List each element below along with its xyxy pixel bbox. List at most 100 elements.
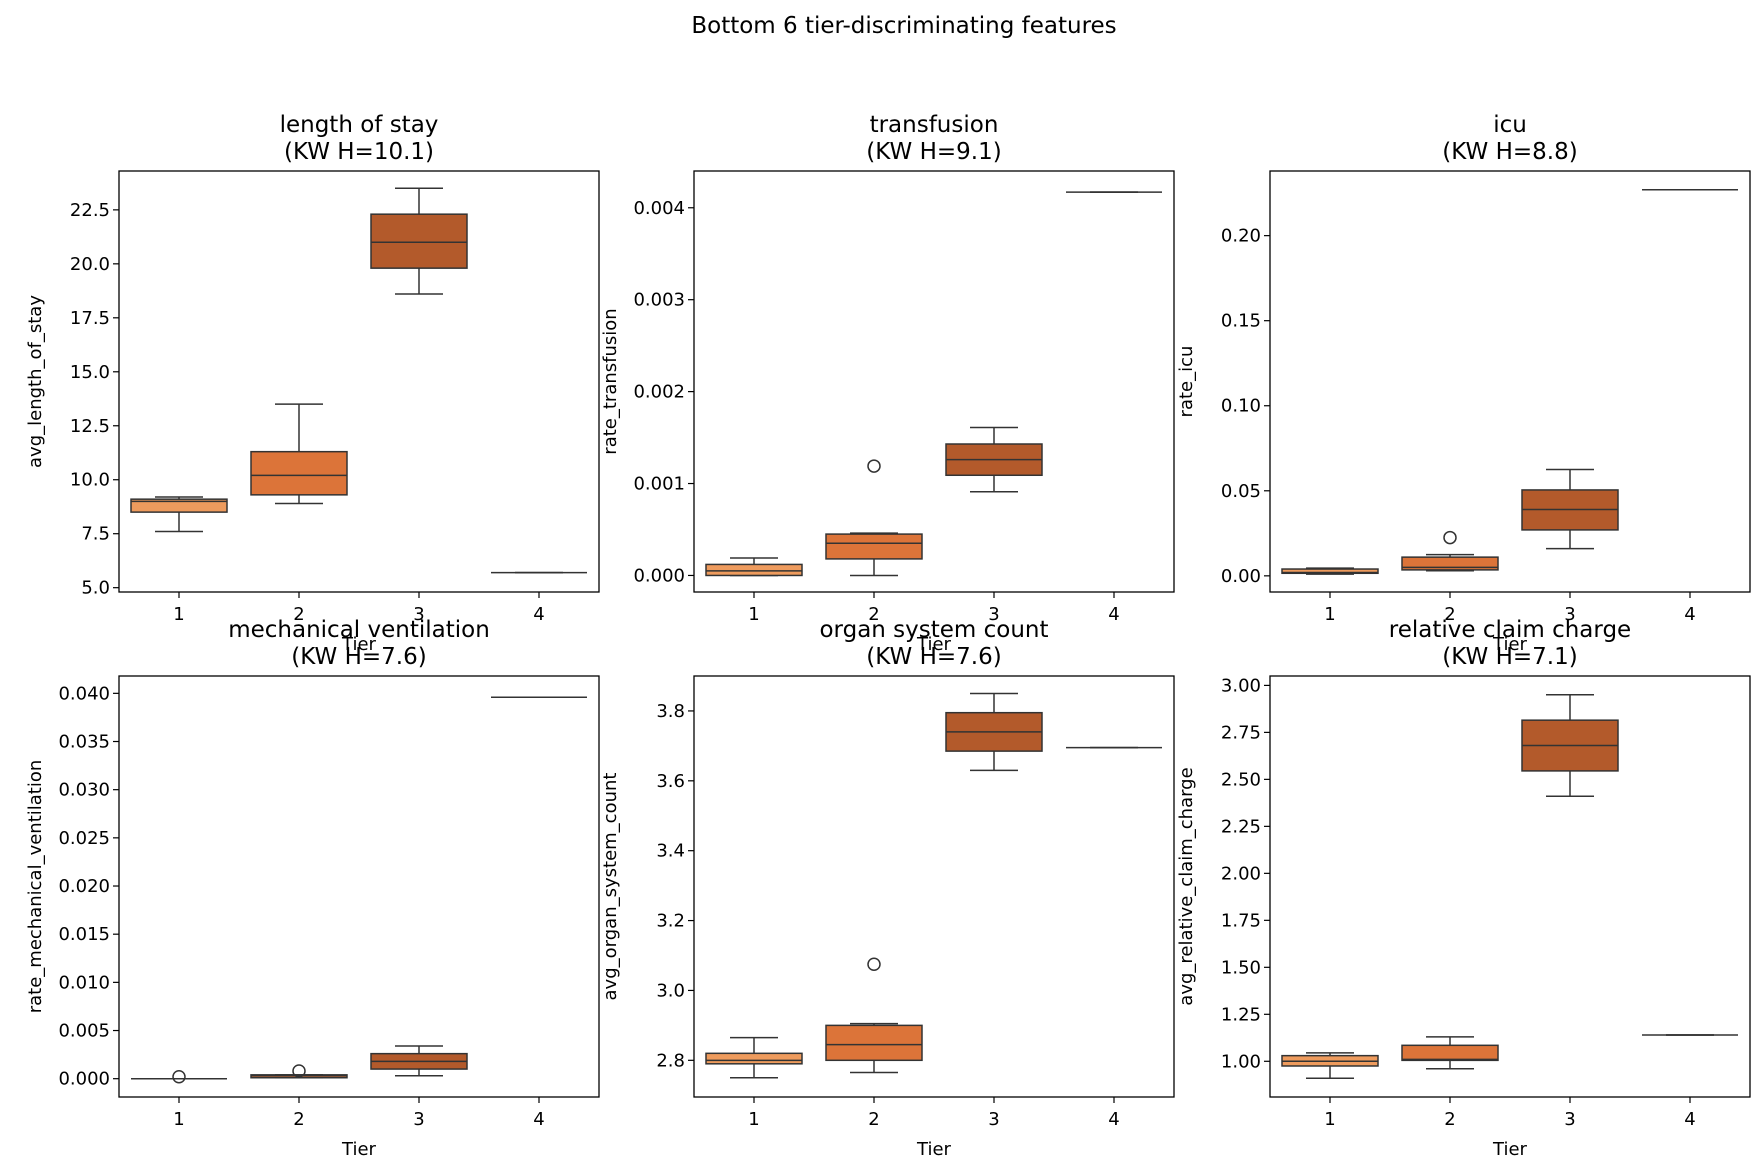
y-tick-label: 2.8 [656, 1050, 685, 1071]
subplot-stat-label: (KW H=7.6) [291, 644, 426, 670]
y-tick-label: 1.25 [1221, 1004, 1261, 1025]
y-tick-label: 22.5 [70, 200, 110, 221]
y-tick-label: 0.10 [1221, 396, 1261, 417]
y-tick-label: 3.8 [656, 701, 685, 722]
subplot-title: relative claim charge [1389, 617, 1631, 643]
outlier-point [1443, 530, 1457, 545]
y-tick-label: 0.040 [58, 683, 110, 704]
box-tier-2 [1401, 1036, 1499, 1070]
subplot-6: relative claim charge(KW H=7.1) 1.00 1.25 1… [1176, 617, 1751, 1160]
y-tick-label: 0.05 [1221, 481, 1261, 502]
x-tick-label: 2 [868, 1109, 879, 1130]
y-tick-label: 0.025 [58, 828, 110, 849]
x-tick-label: 4 [533, 604, 544, 625]
x-tick-label: 4 [1684, 604, 1695, 625]
subplot-title: transfusion [870, 112, 999, 138]
y-tick-label: 3.00 [1221, 675, 1261, 696]
x-axis-label: Tier [341, 1139, 377, 1160]
plot-frame [118, 675, 600, 1098]
box-tier-2 [1401, 530, 1499, 572]
figure-title: Bottom 6 tier-discriminating features [691, 13, 1116, 39]
plot-frame [693, 170, 1175, 593]
box-tier-2 [825, 459, 923, 577]
x-tick-label: 3 [1564, 604, 1575, 625]
subplot-2: transfusion(KW H=9.1) 0.000 0.001 0.002 0.00… [600, 112, 1175, 655]
box-iqr [370, 213, 468, 269]
y-axis-label: avg_organ_system_count [600, 773, 621, 1001]
box-iqr [130, 498, 228, 513]
x-tick-label: 1 [1324, 604, 1335, 625]
subplot-4: mechanical ventilation(KW H=7.6) 0.000 0.0… [25, 617, 600, 1160]
y-tick-label: 0.15 [1221, 311, 1261, 332]
box-tier-3 [370, 187, 468, 295]
x-tick-label: 2 [868, 604, 879, 625]
x-tick-label: 2 [293, 604, 304, 625]
box-tier-3 [945, 692, 1043, 772]
box-tier-1 [705, 1036, 803, 1079]
x-tick-label: 1 [748, 604, 759, 625]
box-tier-2 [250, 1064, 348, 1079]
box-iqr [825, 533, 923, 560]
y-tick-label: 10.0 [70, 470, 110, 491]
x-tick-label: 4 [1684, 1109, 1695, 1130]
x-tick-label: 2 [293, 1109, 304, 1130]
x-tick-label: 3 [1564, 1109, 1575, 1130]
y-tick-label: 17.5 [70, 308, 110, 329]
x-tick-label: 1 [748, 1109, 759, 1130]
y-tick-label: 0.00 [1221, 566, 1261, 587]
x-axis-label: Tier [916, 1139, 952, 1160]
y-tick-label: 3.0 [656, 980, 685, 1001]
y-tick-label: 3.2 [656, 911, 685, 932]
y-tick-label: 1.75 [1221, 910, 1261, 931]
box-tier-2 [825, 957, 923, 1074]
box-iqr [1401, 1044, 1499, 1062]
subplot-title: organ system count [819, 617, 1048, 643]
y-tick-label: 12.5 [70, 416, 110, 437]
y-tick-label: 0.001 [633, 474, 685, 495]
plot-frame [693, 675, 1175, 1098]
subplot-title: length of stay [280, 112, 439, 138]
box-tier-1 [131, 1070, 227, 1084]
subplot-5: organ system count(KW H=7.6) 2.8 3.0 3.2 3.4… [600, 617, 1175, 1160]
box-iqr [1281, 568, 1379, 575]
x-tick-label: 2 [1444, 1109, 1455, 1130]
y-tick-label: 15.0 [70, 362, 110, 383]
y-tick-label: 3.4 [656, 841, 685, 862]
x-tick-label: 4 [533, 1109, 544, 1130]
outlier-point [292, 1064, 306, 1078]
subplot-title: icu [1493, 112, 1527, 138]
y-tick-label: 0.20 [1221, 226, 1261, 247]
subplot-stat-label: (KW H=10.1) [284, 139, 434, 165]
y-tick-label: 0.005 [58, 1021, 110, 1042]
y-axis-label: avg_relative_claim_charge [1176, 767, 1197, 1005]
y-axis-label: rate_transfusion [600, 308, 621, 454]
y-axis-label: avg_length_of_stay [25, 295, 46, 468]
plot-frame [118, 170, 600, 593]
box-tier-1 [705, 557, 803, 577]
box-tier-3 [1521, 468, 1619, 550]
box-iqr [705, 1052, 803, 1065]
y-tick-label: 0.030 [58, 780, 110, 801]
x-tick-label: 3 [413, 1109, 424, 1130]
y-tick-label: 1.50 [1221, 957, 1261, 978]
outlier-point [172, 1070, 186, 1084]
box-iqr [250, 450, 348, 496]
y-tick-label: 7.5 [81, 524, 110, 545]
x-axis-label: Tier [341, 634, 377, 655]
y-tick-label: 3.6 [656, 771, 685, 792]
y-tick-label: 2.25 [1221, 816, 1261, 837]
box-iqr [825, 1024, 923, 1062]
y-axis-label: rate_mechanical_ventilation [25, 760, 46, 1014]
subplot-3: icu(KW H=8.8) 0.00 0.05 0.10 0.15 0.20 1 2 3 4 Tie… [1176, 112, 1751, 655]
box-tier-1 [1281, 567, 1379, 575]
x-axis-label: Tier [1492, 634, 1528, 655]
y-tick-label: 0.000 [58, 1069, 110, 1090]
y-tick-label: 1.00 [1221, 1051, 1261, 1072]
x-tick-label: 1 [1324, 1109, 1335, 1130]
subplot-stat-label: (KW H=8.8) [1442, 139, 1577, 165]
subplot-stat-label: (KW H=7.1) [1442, 644, 1577, 670]
box-tier-3 [370, 1045, 468, 1077]
y-tick-label: 0.002 [633, 382, 685, 403]
box-tier-3 [1521, 694, 1619, 798]
